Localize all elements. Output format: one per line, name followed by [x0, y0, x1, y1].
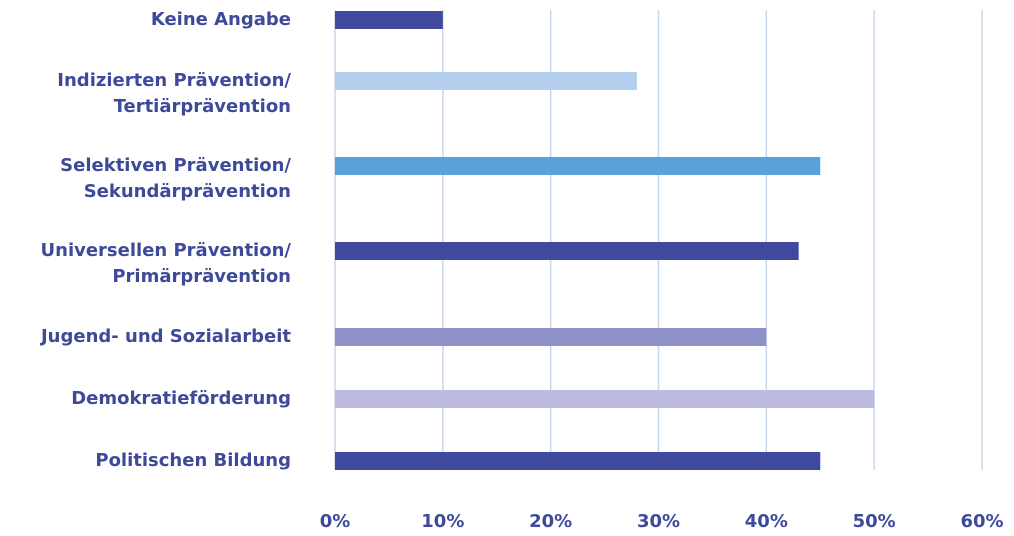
- x-tick-label: 50%: [853, 511, 896, 532]
- bar: [335, 157, 821, 175]
- bar: [335, 328, 767, 346]
- x-tick-label: 60%: [960, 511, 1003, 532]
- category-label-line: Selektiven Prävention/: [60, 155, 291, 176]
- category-label: Universellen Prävention/Primärprävention: [41, 240, 292, 287]
- category-label: Indizierten Prävention/Tertiärprävention: [57, 70, 291, 117]
- x-tick-label: 20%: [529, 511, 572, 532]
- bar: [335, 11, 443, 29]
- category-label: Selektiven Prävention/Sekundärprävention: [60, 155, 291, 202]
- category-label-line: Universellen Prävention/: [41, 240, 292, 261]
- category-label: Keine Angabe: [151, 9, 291, 30]
- bar: [335, 390, 875, 408]
- category-label-line: Tertiärprävention: [114, 96, 291, 117]
- bar: [335, 242, 799, 260]
- category-label-line: Sekundärprävention: [84, 181, 291, 202]
- category-label-line: Keine Angabe: [151, 9, 291, 30]
- x-tick-label: 30%: [637, 511, 680, 532]
- category-label-line: Politischen Bildung: [95, 450, 291, 471]
- x-tick-label: 10%: [421, 511, 464, 532]
- x-tick-label: 40%: [745, 511, 788, 532]
- category-label-line: Primärprävention: [112, 266, 291, 287]
- category-label: Politischen Bildung: [95, 450, 291, 471]
- category-label-line: Demokratieförderung: [71, 388, 291, 409]
- category-label-line: Indizierten Prävention/: [57, 70, 291, 91]
- x-tick-label: 0%: [320, 511, 351, 532]
- category-label-line: Jugend- und Sozialarbeit: [39, 326, 291, 347]
- bar: [335, 72, 637, 90]
- category-label: Jugend- und Sozialarbeit: [39, 326, 291, 347]
- category-label: Demokratieförderung: [71, 388, 291, 409]
- bar: [335, 452, 821, 470]
